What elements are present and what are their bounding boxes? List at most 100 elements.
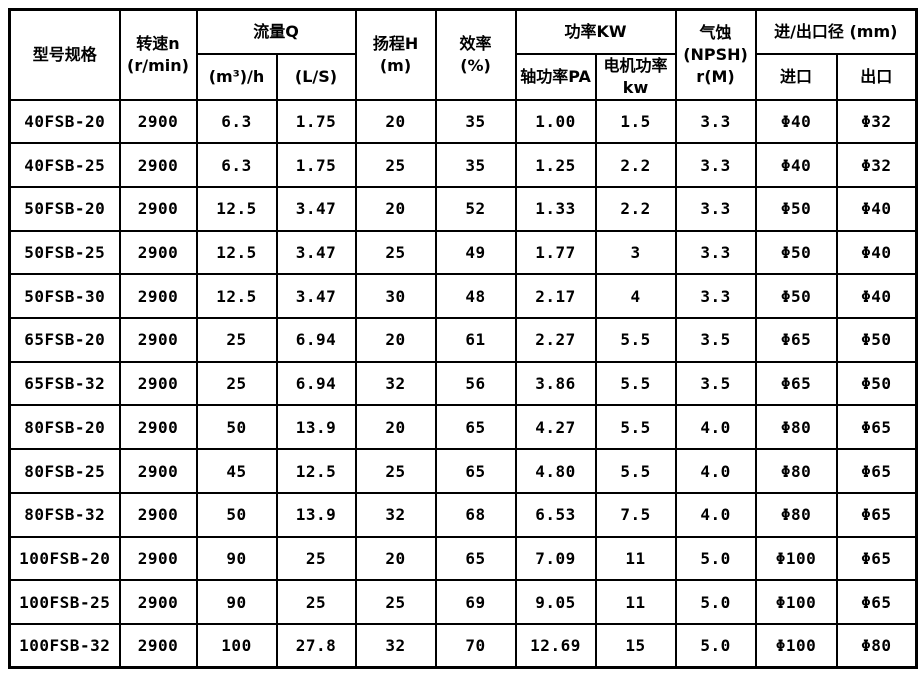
header-efficiency: 效率 (%) bbox=[434, 8, 517, 101]
header-ports-group: 进/出口径 (mm) bbox=[754, 8, 918, 55]
cell-motor-power-kw: 2.2 bbox=[594, 142, 677, 189]
cell-flow-ls: 3.47 bbox=[275, 229, 357, 276]
cell-outlet-dia: Φ65 bbox=[835, 491, 918, 538]
table-row: 80FSB-20 2900 50 13.9 20 65 4.27 5.5 4.0 Φ80 Φ65 bbox=[8, 404, 918, 451]
cell-outlet-dia: Φ80 bbox=[835, 622, 918, 669]
table-row: 50FSB-20 2900 12.5 3.47 20 52 1.33 2.2 3.3 Φ50 Φ40 bbox=[8, 186, 918, 232]
table-row: 50FSB-25 2900 12.5 3.47 25 49 1.77 3 3.3 Φ50 Φ40 bbox=[8, 229, 918, 276]
cell-npsh-m: 5.0 bbox=[674, 579, 757, 625]
cell-shaft-power-pa: 1.33 bbox=[514, 186, 597, 232]
cell-head-m: 25 bbox=[354, 579, 437, 625]
table-row: 40FSB-25 2900 6.3 1.75 25 35 1.25 2.2 3.3 Φ40 Φ32 bbox=[8, 142, 918, 189]
cell-speed-rpm: 2900 bbox=[118, 142, 198, 189]
cell-motor-power-kw: 1.5 bbox=[594, 98, 677, 145]
cell-flow-ls: 13.9 bbox=[275, 404, 357, 451]
cell-outlet-dia: Φ65 bbox=[835, 579, 918, 625]
cell-efficiency-pct: 69 bbox=[434, 579, 517, 625]
table-header: 型号规格 转速n (r/min) 流量Q 扬程H (m) 效率 (%) 功率KW… bbox=[8, 8, 918, 101]
cell-head-m: 25 bbox=[354, 448, 437, 494]
cell-flow-m3h: 6.3 bbox=[195, 142, 278, 189]
cell-outlet-dia: Φ40 bbox=[835, 273, 918, 320]
cell-flow-m3h: 50 bbox=[195, 404, 278, 451]
cell-speed-rpm: 2900 bbox=[118, 579, 198, 625]
header-power-group: 功率KW bbox=[514, 8, 677, 55]
cell-head-m: 20 bbox=[354, 317, 437, 363]
cell-motor-power-kw: 7.5 bbox=[594, 491, 677, 538]
cell-efficiency-pct: 35 bbox=[434, 98, 517, 145]
cell-flow-ls: 12.5 bbox=[275, 448, 357, 494]
cell-model: 100FSB-32 bbox=[8, 622, 121, 669]
header-shaft-power: 轴功率PA bbox=[514, 52, 597, 101]
header-head: 扬程H (m) bbox=[354, 8, 437, 101]
cell-head-m: 20 bbox=[354, 535, 437, 582]
cell-model: 80FSB-20 bbox=[8, 404, 121, 451]
cell-outlet-dia: Φ40 bbox=[835, 186, 918, 232]
cell-shaft-power-pa: 4.80 bbox=[514, 448, 597, 494]
cell-flow-m3h: 12.5 bbox=[195, 273, 278, 320]
cell-speed-rpm: 2900 bbox=[118, 98, 198, 145]
cell-inlet-dia: Φ100 bbox=[754, 579, 838, 625]
table-row: 80FSB-32 2900 50 13.9 32 68 6.53 7.5 4.0 Φ80 Φ65 bbox=[8, 491, 918, 538]
cell-flow-m3h: 45 bbox=[195, 448, 278, 494]
cell-model: 80FSB-25 bbox=[8, 448, 121, 494]
cell-flow-ls: 3.47 bbox=[275, 186, 357, 232]
cell-speed-rpm: 2900 bbox=[118, 360, 198, 407]
header-port-out: 出口 bbox=[835, 52, 918, 101]
table-row: 100FSB-32 2900 100 27.8 32 70 12.69 15 5.0 Φ100 Φ8… bbox=[8, 622, 918, 669]
cell-outlet-dia: Φ65 bbox=[835, 404, 918, 451]
cell-shaft-power-pa: 4.27 bbox=[514, 404, 597, 451]
cell-head-m: 30 bbox=[354, 273, 437, 320]
table-row: 65FSB-20 2900 25 6.94 20 61 2.27 5.5 3.5 Φ65 Φ50 bbox=[8, 317, 918, 363]
cell-motor-power-kw: 5.5 bbox=[594, 317, 677, 363]
cell-head-m: 20 bbox=[354, 98, 437, 145]
cell-head-m: 25 bbox=[354, 229, 437, 276]
cell-speed-rpm: 2900 bbox=[118, 491, 198, 538]
header-speed: 转速n (r/min) bbox=[118, 8, 198, 101]
cell-head-m: 32 bbox=[354, 622, 437, 669]
cell-efficiency-pct: 56 bbox=[434, 360, 517, 407]
cell-head-m: 32 bbox=[354, 491, 437, 538]
cell-flow-m3h: 25 bbox=[195, 360, 278, 407]
cell-npsh-m: 3.5 bbox=[674, 317, 757, 363]
cell-efficiency-pct: 52 bbox=[434, 186, 517, 232]
cell-shaft-power-pa: 1.77 bbox=[514, 229, 597, 276]
cell-model: 100FSB-20 bbox=[8, 535, 121, 582]
cell-inlet-dia: Φ80 bbox=[754, 448, 838, 494]
cell-flow-ls: 6.94 bbox=[275, 317, 357, 363]
cell-motor-power-kw: 11 bbox=[594, 579, 677, 625]
cell-model: 50FSB-25 bbox=[8, 229, 121, 276]
cell-motor-power-kw: 15 bbox=[594, 622, 677, 669]
cell-model: 50FSB-20 bbox=[8, 186, 121, 232]
cell-speed-rpm: 2900 bbox=[118, 229, 198, 276]
cell-efficiency-pct: 68 bbox=[434, 491, 517, 538]
pump-spec-table: 型号规格 转速n (r/min) 流量Q 扬程H (m) 效率 (%) 功率KW… bbox=[8, 8, 919, 670]
cell-flow-ls: 25 bbox=[275, 535, 357, 582]
cell-shaft-power-pa: 12.69 bbox=[514, 622, 597, 669]
cell-efficiency-pct: 61 bbox=[434, 317, 517, 363]
cell-npsh-m: 3.5 bbox=[674, 360, 757, 407]
cell-npsh-m: 4.0 bbox=[674, 491, 757, 538]
cell-speed-rpm: 2900 bbox=[118, 448, 198, 494]
header-flow-group: 流量Q bbox=[195, 8, 357, 55]
header-npsh: 气蚀 (NPSH) r(M) bbox=[674, 8, 757, 101]
cell-inlet-dia: Φ50 bbox=[754, 229, 838, 276]
cell-npsh-m: 3.3 bbox=[674, 273, 757, 320]
cell-model: 40FSB-25 bbox=[8, 142, 121, 189]
cell-inlet-dia: Φ40 bbox=[754, 98, 838, 145]
cell-flow-m3h: 6.3 bbox=[195, 98, 278, 145]
cell-inlet-dia: Φ80 bbox=[754, 491, 838, 538]
cell-model: 100FSB-25 bbox=[8, 579, 121, 625]
cell-npsh-m: 4.0 bbox=[674, 448, 757, 494]
cell-npsh-m: 3.3 bbox=[674, 98, 757, 145]
cell-speed-rpm: 2900 bbox=[118, 622, 198, 669]
cell-outlet-dia: Φ65 bbox=[835, 535, 918, 582]
cell-npsh-m: 4.0 bbox=[674, 404, 757, 451]
header-flow-m3h: (m³)/h bbox=[195, 52, 278, 101]
cell-efficiency-pct: 35 bbox=[434, 142, 517, 189]
cell-inlet-dia: Φ100 bbox=[754, 622, 838, 669]
cell-model: 65FSB-20 bbox=[8, 317, 121, 363]
cell-flow-ls: 3.47 bbox=[275, 273, 357, 320]
cell-flow-ls: 1.75 bbox=[275, 142, 357, 189]
cell-inlet-dia: Φ40 bbox=[754, 142, 838, 189]
